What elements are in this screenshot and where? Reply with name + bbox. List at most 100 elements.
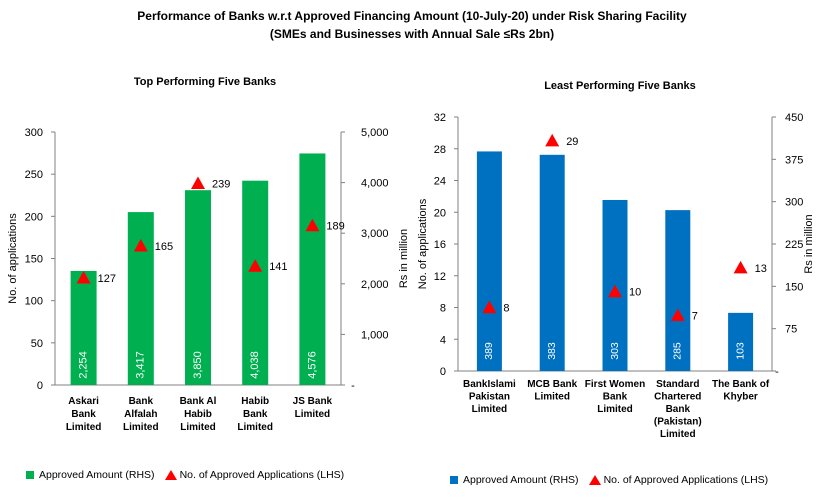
applications-marker	[482, 300, 497, 314]
amount-value-label: 4,576	[306, 351, 318, 379]
category-label: Standard	[656, 379, 699, 390]
left-tick-label: 32	[434, 112, 446, 124]
applications-marker	[305, 218, 320, 232]
amount-bar	[476, 151, 502, 371]
green-swatch-icon	[26, 471, 34, 479]
left-tick-label: 4	[440, 334, 446, 346]
applications-marker	[608, 284, 622, 298]
applications-value-label: 8	[503, 303, 509, 315]
right-tick-label: 225	[785, 239, 803, 251]
category-label: Limited	[237, 422, 273, 433]
left-tick-label: 12	[434, 271, 446, 283]
category-label: First Women	[585, 379, 645, 390]
legend-applications-label: No. of Approved Applications (LHS)	[603, 474, 769, 486]
amount-value-label: 4,038	[249, 351, 261, 379]
applications-value-label: 165	[155, 241, 173, 253]
blue-swatch-icon	[450, 476, 458, 484]
category-label: Askari	[68, 396, 99, 407]
amount-value-label: 303	[609, 342, 621, 360]
amount-bar	[539, 154, 565, 371]
category-label: Limited	[180, 422, 216, 433]
category-label: Habib	[241, 396, 269, 407]
category-label: Bank Al	[180, 396, 217, 407]
applications-marker	[191, 176, 205, 190]
amount-bar	[70, 270, 97, 385]
category-label: Bank	[71, 409, 96, 420]
right-tick-label: 2,000	[361, 279, 389, 291]
left-tick-label: 250	[25, 169, 43, 181]
left-tick-label: 200	[25, 211, 43, 223]
right-tick-label: 5,000	[361, 127, 389, 139]
y-axis-title: No. of applications	[7, 213, 19, 304]
amount-bar	[185, 190, 211, 385]
left-tick-label: 20	[434, 207, 446, 219]
applications-value-label: 239	[212, 178, 230, 190]
chart-title: Performance of Banks w.r.t Approved Fina…	[137, 9, 687, 23]
applications-value-label: 13	[755, 263, 767, 275]
amount-bar	[728, 312, 754, 371]
left-tick-label: 16	[434, 239, 446, 251]
amount-bar	[242, 180, 269, 385]
applications-value-label: 7	[692, 310, 698, 322]
category-label: MCB Bank	[527, 379, 577, 390]
applications-marker	[733, 260, 748, 274]
category-label: Limited	[597, 404, 633, 415]
applications-value-label: 127	[98, 273, 116, 285]
amount-value-label: 2,254	[78, 351, 90, 379]
amount-value-label: 383	[546, 342, 558, 360]
right-tick-label: -	[775, 366, 779, 378]
amount-value-label: 3,417	[135, 351, 147, 379]
left-tick-label: 24	[434, 176, 446, 188]
right-tick-label: 300	[785, 197, 803, 209]
amount-bar	[299, 153, 326, 385]
amount-value-label: 103	[734, 342, 746, 360]
right-tick-label: -	[351, 380, 355, 392]
left-legend: Approved Amount (RHS) No. of Approved Ap…	[26, 469, 344, 481]
applications-value-label: 189	[326, 221, 344, 233]
chart-subtitle: (SMEs and Businesses with Annual Sale ≤R…	[269, 27, 555, 41]
category-label: Limited	[123, 422, 159, 433]
category-label: Alfalah	[124, 409, 157, 420]
left-tick-label: 150	[25, 254, 43, 266]
applications-marker	[133, 238, 148, 252]
red-triangle-icon	[164, 470, 177, 480]
legend-applications-label: No. of Approved Applications (LHS)	[179, 469, 345, 481]
left-tick-label: 300	[25, 127, 43, 139]
category-label: Khyber	[723, 392, 758, 403]
category-label: Limited	[534, 392, 570, 403]
category-label: Bank	[129, 396, 154, 407]
left-tick-label: 0	[37, 380, 43, 392]
left-tick-label: 50	[31, 338, 43, 350]
right-legend: Approved Amount (RHS) No. of Approved Ap…	[450, 474, 768, 486]
category-label: JS Bank	[293, 396, 333, 407]
right-chart-title: Least Performing Five Banks	[544, 80, 696, 92]
legend-amount-label: Approved Amount (RHS)	[463, 474, 579, 486]
right-tick-label: 450	[785, 112, 803, 124]
left-tick-label: 8	[440, 303, 446, 315]
category-label: Limited	[660, 429, 696, 440]
category-label: Limited	[472, 404, 508, 415]
category-label: Bank	[603, 392, 628, 403]
applications-marker	[670, 308, 685, 322]
amount-value-label: 285	[672, 342, 684, 360]
applications-value-label: 10	[629, 287, 641, 299]
applications-marker	[545, 133, 560, 147]
category-label: Pakistan	[469, 392, 510, 403]
right-tick-label: 75	[785, 324, 797, 336]
category-label: (Pakistan)	[654, 417, 702, 428]
right-tick-label: 1,000	[361, 329, 389, 341]
applications-marker	[248, 259, 263, 272]
category-label: Bank	[243, 409, 268, 420]
y2-axis-title: Rs in million	[803, 214, 815, 273]
category-label: BankIslami	[463, 379, 516, 390]
category-label: Limited	[66, 422, 102, 433]
left-chart-title: Top Performing Five Banks	[133, 76, 277, 88]
amount-bar	[665, 210, 691, 371]
right-tick-label: 4,000	[361, 178, 389, 190]
left-tick-label: 28	[434, 144, 446, 156]
amount-value-label: 389	[483, 342, 495, 360]
legend-amount-label: Approved Amount (RHS)	[39, 469, 155, 481]
right-tick-label: 3,000	[361, 228, 389, 240]
category-label: Bank	[666, 404, 691, 415]
